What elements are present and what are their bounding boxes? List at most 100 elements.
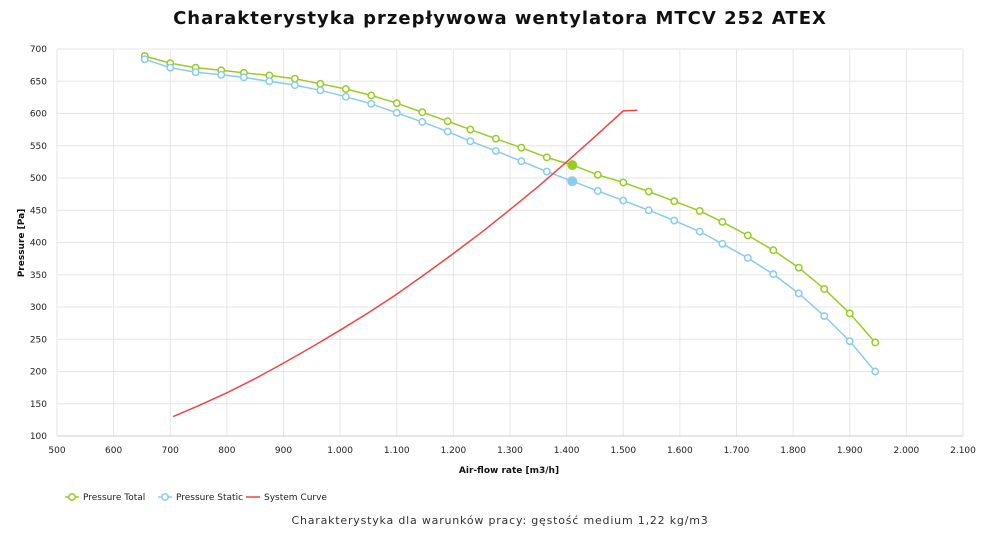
pressure-total-point[interactable] — [542, 153, 551, 162]
pressure-total-point[interactable] — [341, 85, 350, 93]
pressure-total-operating-point[interactable] — [567, 160, 578, 171]
pressure-total-point[interactable] — [418, 108, 427, 117]
pressure-static-point[interactable] — [644, 206, 653, 215]
x-tick-label: 2.000 — [893, 446, 919, 456]
pressure-static-point[interactable] — [217, 70, 226, 79]
chart-subtitle: Charakterystyka dla warunków pracy: gęst… — [291, 514, 709, 527]
pressure-total-point[interactable] — [290, 74, 299, 83]
y-tick-label: 150 — [30, 400, 47, 410]
pressure-static-point[interactable] — [871, 367, 880, 376]
legend-marker — [68, 493, 76, 501]
y-tick-label: 300 — [30, 303, 47, 313]
legend-marker — [161, 493, 169, 501]
x-tick-label: 1.000 — [327, 446, 353, 456]
pressure-static-point[interactable] — [265, 77, 274, 86]
y-tick-label: 600 — [30, 110, 47, 120]
grid-lines — [56, 48, 964, 437]
x-tick-label: 900 — [275, 446, 292, 456]
pressure-total-point[interactable] — [871, 338, 880, 347]
pressure-static-point[interactable] — [290, 81, 299, 90]
legend-label: System Curve — [264, 493, 327, 503]
pressure-total-line — [144, 55, 876, 343]
pressure-total-point[interactable] — [316, 79, 325, 88]
y-tick-label: 400 — [30, 239, 47, 249]
pressure-static-point[interactable] — [794, 289, 803, 298]
pressure-total-point[interactable] — [517, 143, 526, 152]
pressure-total-point[interactable] — [644, 187, 653, 196]
pressure-total-point[interactable] — [718, 217, 727, 226]
legend-item-pressure-total[interactable]: Pressure Total — [65, 493, 145, 503]
y-tick-label: 500 — [30, 174, 47, 184]
pressure-static-point[interactable] — [619, 196, 628, 205]
legend-label: Pressure Static — [176, 493, 243, 503]
pressure-total-point[interactable] — [845, 309, 854, 318]
x-tick-label: 1.600 — [667, 446, 693, 456]
pressure-static-point[interactable] — [316, 86, 325, 95]
pressure-total-point[interactable] — [466, 125, 475, 134]
chart-title: Charakterystyka przepływowa wentylatora … — [173, 8, 827, 29]
pressure-total-point[interactable] — [491, 134, 500, 143]
pressure-static-point[interactable] — [341, 92, 350, 101]
x-tick-label: 1.200 — [440, 446, 466, 456]
x-tick-label: 1.400 — [554, 446, 580, 456]
pressure-static-point[interactable] — [392, 108, 401, 117]
pressure-static-point[interactable] — [443, 127, 452, 136]
pressure-static-point[interactable] — [166, 63, 175, 72]
pressure-static-point[interactable] — [695, 227, 704, 236]
x-tick-label: 1.100 — [384, 446, 410, 456]
pressure-total-point[interactable] — [769, 246, 778, 255]
pressure-static-point[interactable] — [367, 99, 376, 108]
pressure-static-point[interactable] — [191, 68, 200, 77]
y-tick-label: 650 — [30, 77, 47, 87]
y-tick-label: 350 — [30, 271, 47, 281]
legend-item-pressure-static[interactable]: Pressure Static — [158, 493, 243, 503]
pressure-static-point[interactable] — [820, 312, 829, 320]
legend-item-system-curve[interactable]: System Curve — [246, 493, 327, 503]
pressure-static-point[interactable] — [418, 117, 427, 126]
y-tick-label: 450 — [30, 206, 47, 216]
pressure-total-point[interactable] — [820, 284, 829, 293]
x-tick-label: 1.700 — [724, 446, 750, 456]
pressure-static-operating-point[interactable] — [567, 176, 578, 187]
x-tick-label: 800 — [218, 446, 235, 456]
pressure-total-point[interactable] — [619, 178, 628, 187]
pressure-total-point[interactable] — [593, 170, 602, 179]
pressure-total-point[interactable] — [443, 117, 452, 126]
x-tick-label: 1.300 — [497, 446, 523, 456]
pressure-total-point[interactable] — [392, 99, 401, 108]
y-tick-label: 250 — [30, 335, 47, 345]
pressure-static-point[interactable] — [769, 270, 778, 279]
pressure-total-point[interactable] — [743, 231, 752, 240]
pressure-total-point[interactable] — [670, 197, 679, 206]
pressure-static-point[interactable] — [491, 146, 500, 155]
y-tick-label: 550 — [30, 142, 47, 152]
pressure-static-point[interactable] — [466, 137, 475, 146]
pressure-static-point[interactable] — [140, 55, 149, 64]
pressure-static-point[interactable] — [718, 239, 727, 248]
pressure-total-point[interactable] — [794, 263, 803, 272]
x-tick-label: 1.900 — [837, 446, 863, 456]
x-tick-label: 700 — [162, 446, 179, 456]
pressure-static-point[interactable] — [542, 167, 551, 176]
pressure-static-line — [144, 58, 876, 372]
pressure-total-point[interactable] — [695, 206, 704, 215]
x-axis-title: Air-flow rate [m3/h] — [459, 466, 559, 476]
axes: 100 150 200 250 300 350 400 450 500 550 600 650 700 5… — [30, 45, 976, 456]
legend-label: Pressure Total — [83, 493, 145, 503]
pressure-static-point[interactable] — [593, 186, 602, 195]
x-tick-label: 1.800 — [780, 446, 806, 456]
x-tick-label: 1.500 — [610, 446, 636, 456]
pressure-static-point[interactable] — [845, 337, 854, 346]
x-tick-label: 500 — [48, 446, 65, 456]
y-tick-label: 200 — [30, 368, 47, 378]
y-axis-title: Pressure [Pa] — [17, 209, 27, 278]
pressure-static-point[interactable] — [517, 157, 526, 166]
pressure-total-point[interactable] — [367, 91, 376, 100]
pressure-static-point[interactable] — [743, 254, 752, 262]
legend[interactable]: Pressure Total Pressure Static System Curv… — [65, 493, 327, 503]
pressure-static-point[interactable] — [239, 73, 248, 82]
y-tick-label: 700 — [30, 45, 47, 55]
pressure-static-point[interactable] — [670, 216, 679, 225]
system-curve-line — [172, 109, 638, 418]
